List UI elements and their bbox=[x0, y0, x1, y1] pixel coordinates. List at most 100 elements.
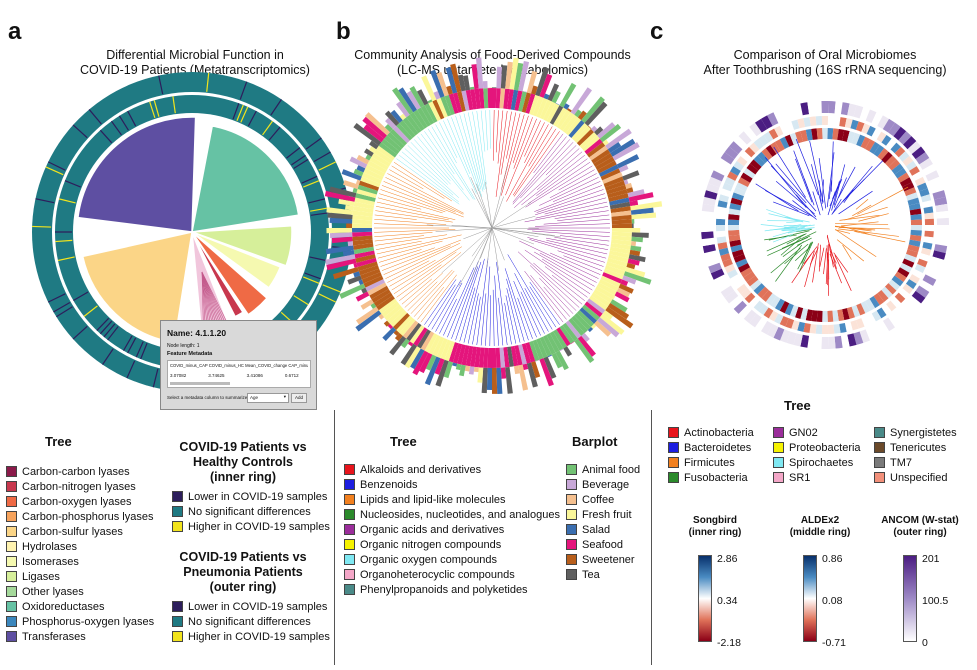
tree-branch bbox=[512, 115, 529, 163]
tree-branch bbox=[514, 273, 545, 334]
legend-swatch bbox=[874, 427, 885, 438]
inner-ring-tick bbox=[291, 154, 306, 166]
barplot-segment bbox=[559, 325, 575, 344]
barplot-segment bbox=[386, 132, 405, 149]
popup-table-scrollbar[interactable] bbox=[170, 382, 230, 385]
barplot-segment bbox=[602, 272, 623, 284]
aldex2-cell bbox=[871, 310, 882, 322]
tree-branch bbox=[472, 296, 481, 345]
divider-b-c bbox=[651, 410, 652, 665]
tree-trunk bbox=[491, 165, 508, 229]
songbird-cell bbox=[729, 203, 742, 211]
tree-branch bbox=[383, 245, 451, 275]
aldex2-cell bbox=[881, 135, 892, 146]
legend-swatch bbox=[566, 509, 577, 520]
aldex2-cell bbox=[763, 131, 774, 143]
barplot-bar bbox=[539, 73, 553, 98]
ancom-cell bbox=[701, 210, 714, 219]
ancom-cell bbox=[807, 101, 816, 115]
ancom-cell bbox=[706, 256, 720, 267]
tree-trunk bbox=[491, 227, 539, 238]
legend-label: GN02 bbox=[789, 426, 818, 439]
tree-branch bbox=[786, 220, 803, 224]
barplot-segment bbox=[521, 343, 532, 364]
aldex2-cell bbox=[890, 142, 901, 154]
barplot-segment bbox=[609, 250, 630, 259]
legend-swatch bbox=[6, 466, 17, 477]
songbird-cell bbox=[761, 148, 773, 161]
barplot-bar bbox=[570, 87, 592, 115]
aldex2-cell bbox=[922, 200, 933, 208]
aldex2-cell bbox=[727, 269, 738, 279]
legend-item: SR1 bbox=[773, 470, 861, 485]
ancom-cell bbox=[934, 196, 948, 206]
tree-trunk bbox=[486, 227, 493, 269]
tree-branch bbox=[842, 244, 852, 260]
songbird-cell bbox=[846, 131, 855, 144]
ancom-cell bbox=[853, 331, 864, 345]
popup-select[interactable]: Age ▾ bbox=[247, 393, 289, 403]
barplot-segment bbox=[367, 282, 387, 296]
tree-branch bbox=[455, 115, 483, 197]
outer-ring-tick bbox=[318, 293, 337, 303]
barplot-segment bbox=[354, 250, 375, 259]
tree-branch bbox=[443, 267, 475, 336]
legend-label: Isomerases bbox=[22, 555, 79, 568]
aldex2-cell bbox=[866, 313, 876, 325]
ancom-cell bbox=[919, 157, 933, 170]
legend-label: TM7 bbox=[890, 456, 912, 469]
tree-branch bbox=[795, 158, 813, 203]
barplot-bar bbox=[618, 164, 629, 173]
legend-item: No significant differences bbox=[172, 614, 330, 629]
colorbar-gradient bbox=[903, 555, 917, 642]
barplot-segment bbox=[553, 329, 568, 349]
tree-branch bbox=[833, 177, 847, 208]
songbird-cell bbox=[865, 298, 876, 311]
songbird-cell bbox=[737, 262, 751, 273]
legend-item: Carbon-phosphorus lyases bbox=[6, 509, 154, 524]
aldex2-cell bbox=[920, 194, 932, 203]
inner-ring-tick bbox=[310, 212, 328, 216]
barplot-segment bbox=[582, 304, 600, 321]
barplot-bar bbox=[607, 303, 630, 320]
tree-branch bbox=[838, 228, 899, 237]
songbird-cell bbox=[774, 139, 785, 152]
tree-trunk bbox=[480, 227, 493, 259]
tree-branch bbox=[844, 206, 888, 221]
barplot-bar bbox=[450, 63, 462, 93]
tree-branch bbox=[387, 173, 464, 214]
ancom-cell bbox=[932, 250, 946, 260]
barplot-segment bbox=[495, 88, 501, 109]
aldex2-cell bbox=[758, 135, 769, 146]
node-info-popup[interactable]: Name: 4.1.1.20 Node length: 1 Feature Me… bbox=[160, 320, 317, 410]
legend-item: Lower in COVID-19 samples bbox=[172, 599, 330, 614]
barplot-segment bbox=[503, 88, 510, 109]
popup-add-button[interactable]: Add bbox=[291, 393, 307, 403]
barplot-segment bbox=[389, 310, 408, 327]
outer-ring-tick bbox=[35, 198, 55, 204]
barplot-segment bbox=[428, 334, 441, 355]
legend-label: Oxidoreductases bbox=[22, 600, 105, 613]
songbird-cell bbox=[873, 144, 885, 157]
tree-branch bbox=[838, 166, 856, 198]
tree-branch bbox=[812, 191, 821, 216]
legend-swatch bbox=[172, 521, 183, 532]
legend-label: Carbon-sulfur lyases bbox=[22, 525, 123, 538]
tree-branch bbox=[519, 240, 599, 279]
barplot-segment bbox=[399, 120, 416, 138]
barplot-segment bbox=[352, 210, 373, 217]
legend-item: Spirochaetes bbox=[773, 455, 861, 470]
tree-branch bbox=[467, 293, 479, 344]
barplot-segment bbox=[436, 338, 448, 359]
ancom-cell bbox=[903, 136, 917, 150]
barplot-bar bbox=[355, 179, 361, 185]
ancom-cell bbox=[720, 152, 735, 165]
tree-branch bbox=[536, 189, 604, 213]
inner-ring-tick bbox=[309, 256, 327, 262]
inner-ring-tick bbox=[301, 175, 318, 184]
aldex2-cell bbox=[716, 218, 726, 225]
aldex2-cell bbox=[749, 142, 760, 154]
legend-b-barplot-title: Barplot bbox=[572, 434, 618, 449]
barplot-segment bbox=[363, 275, 384, 288]
tree-branch bbox=[811, 164, 824, 211]
